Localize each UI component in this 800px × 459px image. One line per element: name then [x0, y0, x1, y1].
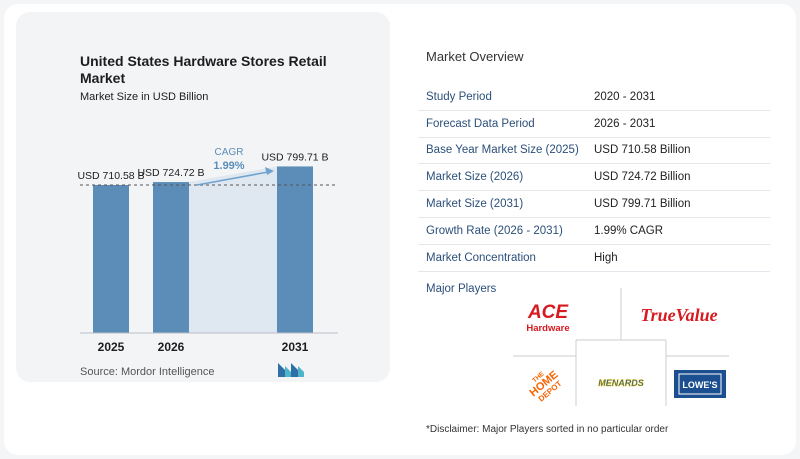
cagr-label: CAGR	[215, 147, 244, 158]
cagr-shading	[189, 166, 277, 333]
overview-row-value: 2026 - 2031	[594, 117, 656, 130]
mordor-logo-icon	[278, 363, 304, 377]
disclaimer: *Disclaimer: Major Players sorted in no …	[426, 424, 669, 435]
overview-row-value: USD 710.58 Billion	[594, 144, 691, 157]
chart-subtitle: Market Size in USD Billion	[80, 91, 209, 103]
market-bar-chart: CAGR 1.99% USD 710.58 B 2025 USD 724.72 B 2…	[77, 147, 338, 354]
bar-value-label: USD 710.58 B	[77, 170, 144, 182]
overview-row-label: Study Period	[426, 90, 492, 103]
overview-row: Forecast Data Period 2026 - 2031	[418, 111, 770, 138]
overview-row-value: 1.99% CAGR	[594, 224, 664, 237]
overview-row-label: Market Size (2026)	[426, 171, 524, 184]
overview-table: Study Period 2020 - 2031 Forecast Data Per…	[418, 84, 770, 272]
players-title: Major Players	[426, 283, 497, 295]
chart-title: United States Hardware Stores Retail Mar…	[80, 53, 327, 86]
overview-row-label: Base Year Market Size (2025)	[426, 144, 579, 157]
overview-row: Study Period 2020 - 2031	[418, 84, 770, 111]
overview-row-value: High	[594, 251, 618, 264]
bar-2031	[277, 166, 313, 333]
overview-row-label: Forecast Data Period	[426, 117, 535, 130]
x-tick-label: 2026	[158, 340, 185, 354]
overview-row-label: Market Concentration	[426, 251, 536, 264]
cagr-arrowhead	[265, 167, 274, 175]
x-tick-label: 2025	[98, 340, 125, 354]
overview-row-label: Market Size (2031)	[426, 198, 524, 211]
overview-row: Market Size (2031) USD 799.71 Billion	[418, 191, 770, 218]
cagr-value: 1.99%	[213, 160, 244, 172]
overview-row-label: Growth Rate (2026 - 2031)	[426, 224, 563, 237]
overview-row: Base Year Market Size (2025) USD 710.58 B…	[418, 138, 770, 165]
overview-row: Market Size (2026) USD 724.72 Billion	[418, 164, 770, 192]
source-note: Source: Mordor Intelligence	[80, 366, 215, 378]
overview-row-value: 2020 - 2031	[594, 90, 656, 103]
overview-title: Market Overview	[426, 49, 524, 64]
bar-value-label: USD 724.72 B	[137, 167, 204, 179]
overview-row-value: USD 799.71 Billion	[594, 198, 691, 211]
overview-row-value: USD 724.72 Billion	[594, 171, 691, 184]
overview-row: Growth Rate (2026 - 2031) 1.99% CAGR	[418, 218, 770, 245]
bar-2026	[153, 182, 189, 333]
bar-value-label: USD 799.71 B	[261, 151, 328, 163]
bars-layer	[93, 166, 313, 333]
bar-2025	[93, 185, 129, 333]
overview-row: Market Concentration High	[418, 245, 770, 272]
labels-layer: USD 710.58 B 2025 USD 724.72 B 2026 USD 799.…	[77, 151, 328, 354]
x-tick-label: 2031	[282, 340, 309, 354]
cagr-arrow	[196, 171, 269, 186]
